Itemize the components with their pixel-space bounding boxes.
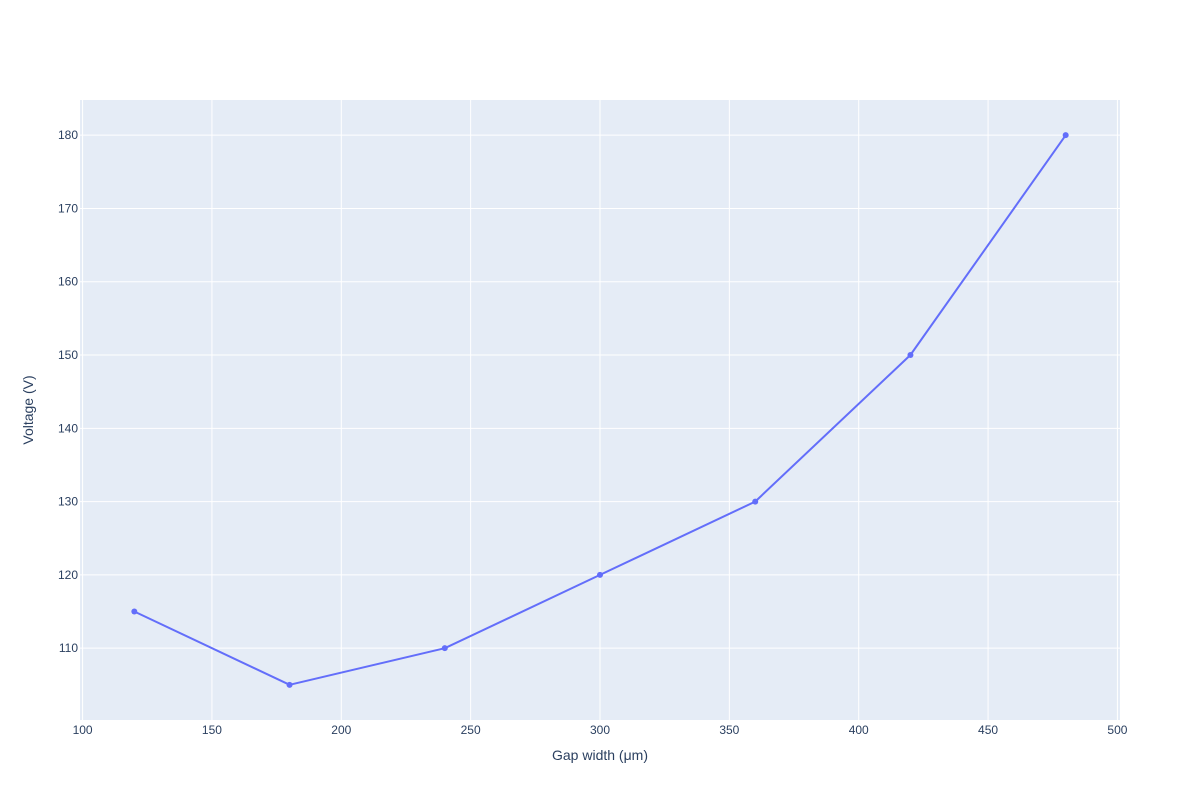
y-tick-label: 180 [58, 128, 78, 142]
x-tick-label: 100 [73, 723, 93, 737]
y-tick-label: 170 [58, 201, 78, 215]
x-axis-title: Gap width (μm) [552, 747, 648, 763]
y-tick-label: 130 [58, 495, 78, 509]
y-tick-label: 120 [58, 568, 78, 582]
x-tick-label: 400 [849, 723, 869, 737]
x-tick-label: 150 [202, 723, 222, 737]
y-axis-title: Voltage (V) [20, 375, 36, 444]
data-point [907, 352, 914, 359]
tick-labels: 100 150 200 250 300 350 400 450 500 110 120 130 140 1… [58, 128, 1128, 737]
data-point [752, 498, 759, 505]
x-tick-label: 350 [719, 723, 739, 737]
y-tick-label: 140 [58, 421, 78, 435]
y-tick-label: 110 [59, 641, 78, 655]
y-tick-label: 160 [58, 275, 78, 289]
series-layer [131, 132, 1069, 688]
x-tick-label: 200 [331, 723, 351, 737]
data-point [441, 645, 448, 652]
y-tick-label: 150 [58, 348, 78, 362]
data-point [286, 681, 293, 688]
data-point [1062, 132, 1069, 139]
data-point [597, 571, 603, 578]
x-tick-label: 450 [978, 723, 998, 737]
data-point [131, 608, 138, 615]
x-tick-label: 250 [461, 723, 481, 737]
x-tick-label: 300 [590, 723, 610, 737]
x-tick-label: 500 [1107, 723, 1127, 737]
